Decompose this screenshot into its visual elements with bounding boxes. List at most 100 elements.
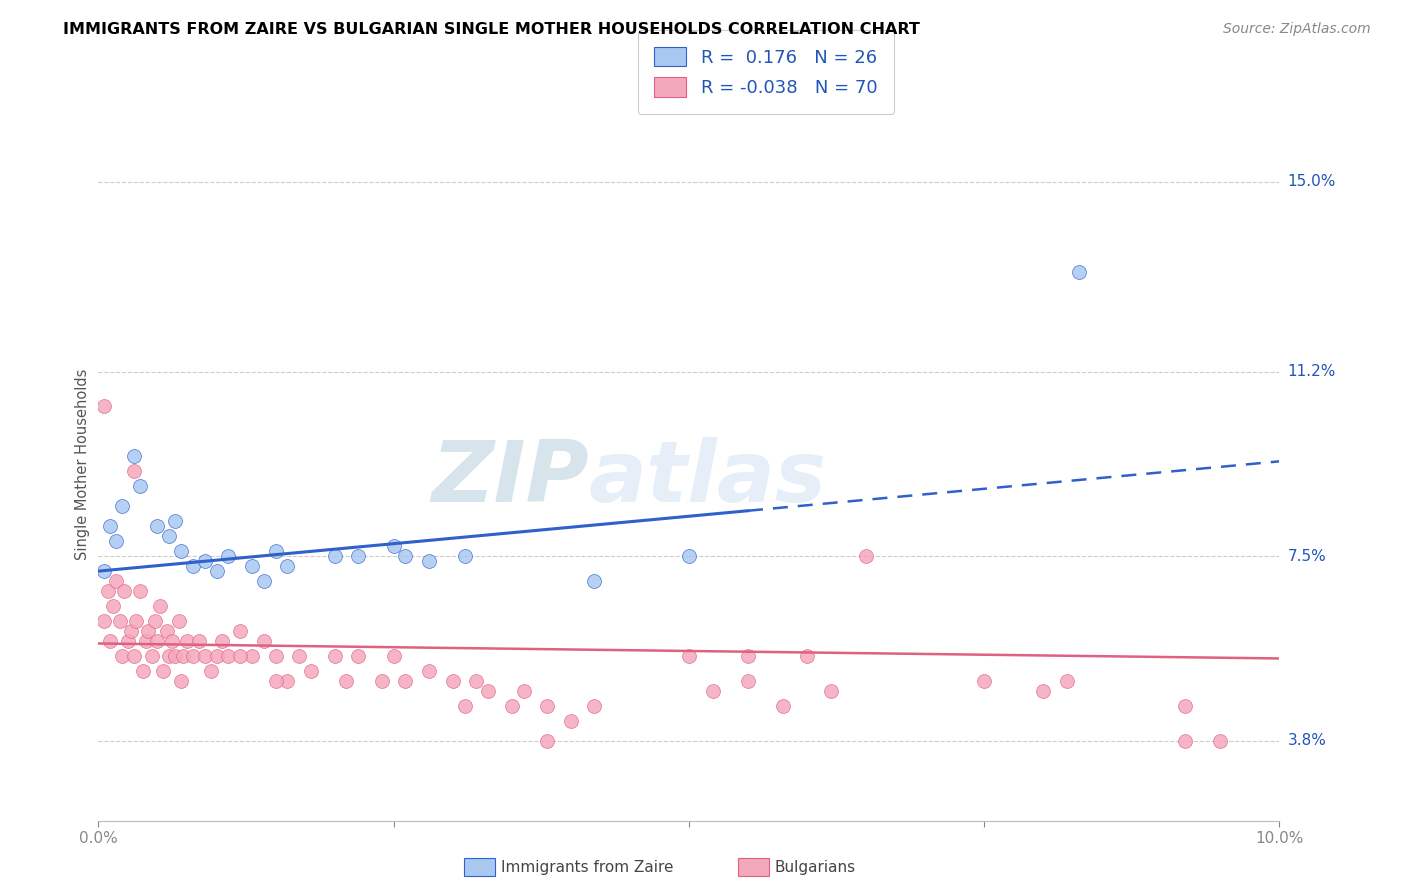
Point bbox=[276, 673, 298, 688]
Point bbox=[121, 624, 143, 638]
Point bbox=[105, 574, 128, 588]
Point bbox=[1174, 698, 1197, 713]
Point bbox=[737, 673, 759, 688]
Point bbox=[253, 634, 276, 648]
Point bbox=[264, 673, 287, 688]
Point bbox=[205, 564, 228, 578]
Point bbox=[240, 559, 263, 574]
Point bbox=[347, 648, 370, 663]
Legend: R =  0.176   N = 26, R = -0.038   N = 70: R = 0.176 N = 26, R = -0.038 N = 70 bbox=[638, 30, 894, 113]
Text: 11.2%: 11.2% bbox=[1288, 364, 1336, 379]
Point bbox=[820, 684, 842, 698]
Point bbox=[1174, 733, 1197, 747]
Point bbox=[111, 500, 134, 514]
Point bbox=[217, 648, 239, 663]
Point bbox=[501, 698, 523, 713]
Point bbox=[536, 698, 558, 713]
Point bbox=[128, 479, 150, 493]
Point bbox=[176, 634, 198, 648]
Point bbox=[146, 634, 169, 648]
Point bbox=[737, 648, 759, 663]
Point bbox=[125, 614, 148, 628]
Point bbox=[156, 624, 179, 638]
Text: IMMIGRANTS FROM ZAIRE VS BULGARIAN SINGLE MOTHER HOUSEHOLDS CORRELATION CHART: IMMIGRANTS FROM ZAIRE VS BULGARIAN SINGL… bbox=[63, 22, 920, 37]
Point bbox=[167, 614, 190, 628]
Point bbox=[335, 673, 357, 688]
Point bbox=[149, 599, 172, 613]
Point bbox=[394, 549, 416, 563]
Point bbox=[382, 539, 405, 553]
Point bbox=[453, 549, 475, 563]
Point bbox=[187, 634, 209, 648]
Point bbox=[205, 648, 228, 663]
Point bbox=[276, 559, 298, 574]
Point bbox=[217, 549, 239, 563]
Point bbox=[371, 673, 394, 688]
Point bbox=[347, 549, 370, 563]
Text: Source: ZipAtlas.com: Source: ZipAtlas.com bbox=[1223, 22, 1371, 37]
Point bbox=[772, 698, 794, 713]
Text: 3.8%: 3.8% bbox=[1288, 733, 1327, 748]
Point bbox=[200, 664, 222, 678]
Point bbox=[678, 549, 700, 563]
Point bbox=[136, 624, 159, 638]
Point bbox=[135, 634, 157, 648]
Point bbox=[170, 673, 193, 688]
Point bbox=[132, 664, 155, 678]
Text: Immigrants from Zaire: Immigrants from Zaire bbox=[501, 860, 673, 874]
Point bbox=[678, 648, 700, 663]
Point bbox=[160, 634, 183, 648]
Point bbox=[108, 614, 131, 628]
Point bbox=[583, 574, 606, 588]
Point bbox=[382, 648, 405, 663]
Point bbox=[512, 684, 534, 698]
Point bbox=[1032, 684, 1054, 698]
Point bbox=[288, 648, 311, 663]
Point bbox=[240, 648, 263, 663]
Point bbox=[165, 514, 187, 528]
Point bbox=[253, 574, 276, 588]
Point bbox=[323, 549, 346, 563]
Point bbox=[117, 634, 139, 648]
Point bbox=[855, 549, 877, 563]
Point bbox=[105, 534, 128, 549]
Point bbox=[181, 559, 204, 574]
Point bbox=[98, 634, 121, 648]
Point bbox=[1209, 733, 1232, 747]
Point bbox=[141, 648, 163, 663]
Point bbox=[1067, 265, 1090, 279]
Y-axis label: Single Mother Households: Single Mother Households bbox=[75, 368, 90, 559]
Text: atlas: atlas bbox=[589, 436, 827, 520]
Point bbox=[973, 673, 995, 688]
Point bbox=[299, 664, 322, 678]
Point bbox=[323, 648, 346, 663]
Point bbox=[465, 673, 488, 688]
Point bbox=[93, 614, 115, 628]
Point bbox=[111, 648, 134, 663]
Point bbox=[229, 624, 252, 638]
Point bbox=[128, 584, 150, 599]
Point bbox=[583, 698, 606, 713]
Point bbox=[97, 584, 120, 599]
Point bbox=[418, 554, 440, 568]
Point bbox=[1056, 673, 1078, 688]
Point bbox=[165, 648, 187, 663]
Point bbox=[264, 648, 287, 663]
Point bbox=[98, 519, 121, 533]
Point bbox=[122, 648, 145, 663]
Point bbox=[152, 664, 174, 678]
Point bbox=[194, 554, 217, 568]
Point bbox=[101, 599, 124, 613]
Point bbox=[146, 519, 169, 533]
Point bbox=[112, 584, 135, 599]
Point bbox=[93, 400, 115, 414]
Point bbox=[536, 733, 558, 747]
Point bbox=[702, 684, 724, 698]
Point bbox=[194, 648, 217, 663]
Point bbox=[122, 450, 145, 464]
Point bbox=[441, 673, 464, 688]
Text: 7.5%: 7.5% bbox=[1288, 549, 1326, 564]
Point bbox=[477, 684, 499, 698]
Point bbox=[157, 529, 180, 543]
Point bbox=[143, 614, 166, 628]
